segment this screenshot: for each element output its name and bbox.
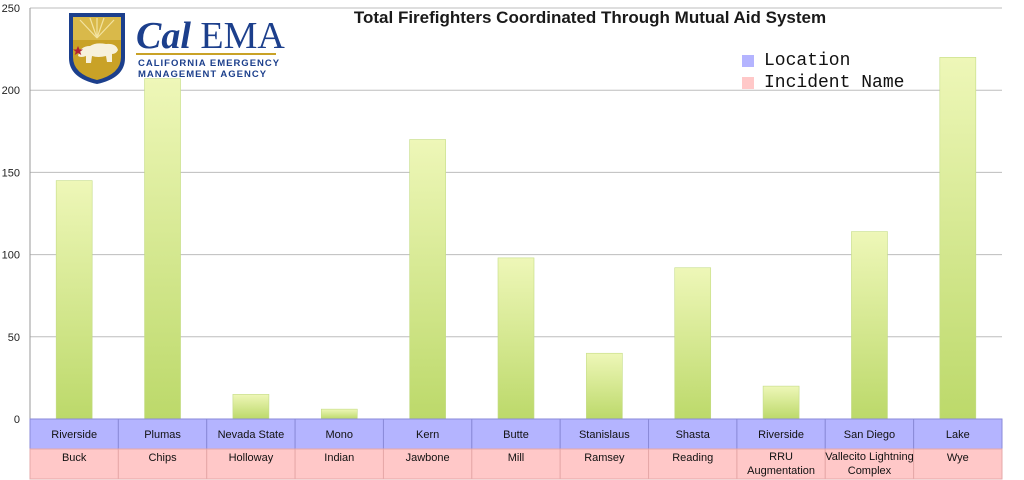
incident-cell	[648, 448, 738, 480]
y-tick-label: 100	[2, 250, 20, 262]
location-label: Stanislaus	[579, 429, 630, 441]
bar	[586, 352, 623, 420]
incident-cell	[736, 448, 826, 480]
incident-label: Indian	[324, 452, 354, 464]
bar	[55, 180, 93, 420]
legend-swatch-location	[742, 55, 754, 67]
bear-seal-icon	[69, 13, 125, 84]
incident-label: Wye	[947, 452, 969, 464]
bar	[232, 394, 270, 420]
location-label: Nevada State	[218, 429, 285, 441]
incident-cell	[471, 448, 561, 480]
location-cell	[471, 418, 561, 450]
location-label: Riverside	[51, 429, 97, 441]
bar	[851, 231, 888, 420]
logo-wordmark-ema: EMA	[200, 15, 285, 57]
bar	[144, 78, 181, 420]
y-tick-label: 250	[2, 3, 20, 15]
location-label: Kern	[416, 429, 439, 441]
location-cell	[294, 418, 384, 450]
y-tick-label: 50	[8, 332, 20, 344]
incident-label: Chips	[148, 452, 177, 464]
incident-cell	[206, 448, 296, 480]
incident-cell	[294, 448, 384, 480]
logo-subtitle: CALIFORNIA EMERGENCY MANAGEMENT AGENCY	[138, 58, 280, 80]
location-cell	[206, 418, 296, 450]
incident-label: RRU	[769, 451, 793, 463]
incident-label: Mill	[508, 452, 525, 464]
incident-cell	[824, 448, 915, 480]
chart-legend: Location Incident Name	[742, 50, 904, 94]
incident-cell	[913, 448, 1003, 480]
legend-item-incident: Incident Name	[742, 72, 904, 94]
bar	[497, 257, 535, 420]
location-cell	[736, 418, 826, 450]
legend-item-location: Location	[742, 50, 904, 72]
incident-label: Ramsey	[584, 452, 625, 464]
y-tick-label: 0	[14, 414, 20, 426]
location-label: San Diego	[844, 429, 895, 441]
logo-rule	[136, 53, 276, 55]
location-cell	[382, 418, 473, 450]
location-cell	[117, 418, 208, 450]
location-label: Mono	[326, 429, 354, 441]
incident-label: Reading	[672, 452, 713, 464]
incident-cell	[117, 448, 208, 480]
legend-label-incident: Incident Name	[764, 73, 905, 93]
bar	[762, 385, 800, 420]
incident-label: Complex	[848, 465, 892, 477]
location-cell	[913, 418, 1003, 450]
logo-subtitle-line2: MANAGEMENT AGENCY	[138, 69, 268, 80]
legend-swatch-incident	[742, 77, 754, 89]
incident-label: Vallecito Lightning	[825, 451, 913, 463]
logo-wordmark: Cal EMA	[136, 15, 285, 57]
bar	[409, 139, 446, 420]
bar	[320, 408, 358, 420]
bar	[939, 57, 977, 420]
location-cell	[648, 418, 738, 450]
bar	[674, 267, 712, 420]
location-cell	[29, 418, 119, 450]
incident-label: Augmentation	[747, 465, 815, 477]
y-tick-label: 150	[2, 167, 20, 179]
incident-label: Buck	[62, 452, 87, 464]
location-label: Lake	[946, 429, 970, 441]
location-label: Shasta	[676, 429, 711, 441]
location-label: Plumas	[144, 429, 181, 441]
logo-subtitle-line1: CALIFORNIA EMERGENCY	[138, 58, 281, 69]
incident-cell	[559, 448, 650, 480]
location-label: Butte	[503, 429, 529, 441]
y-tick-label: 200	[2, 85, 20, 97]
legend-label-location: Location	[764, 51, 851, 71]
chart-title: Total Firefighters Coordinated Through M…	[353, 8, 827, 27]
incident-label: Jawbone	[406, 452, 450, 464]
cal-ema-logo: Cal EMA CALIFORNIA EMERGENCY MANAGEMENT …	[64, 8, 294, 88]
location-label: Riverside	[758, 429, 804, 441]
incident-label: Holloway	[229, 452, 274, 464]
